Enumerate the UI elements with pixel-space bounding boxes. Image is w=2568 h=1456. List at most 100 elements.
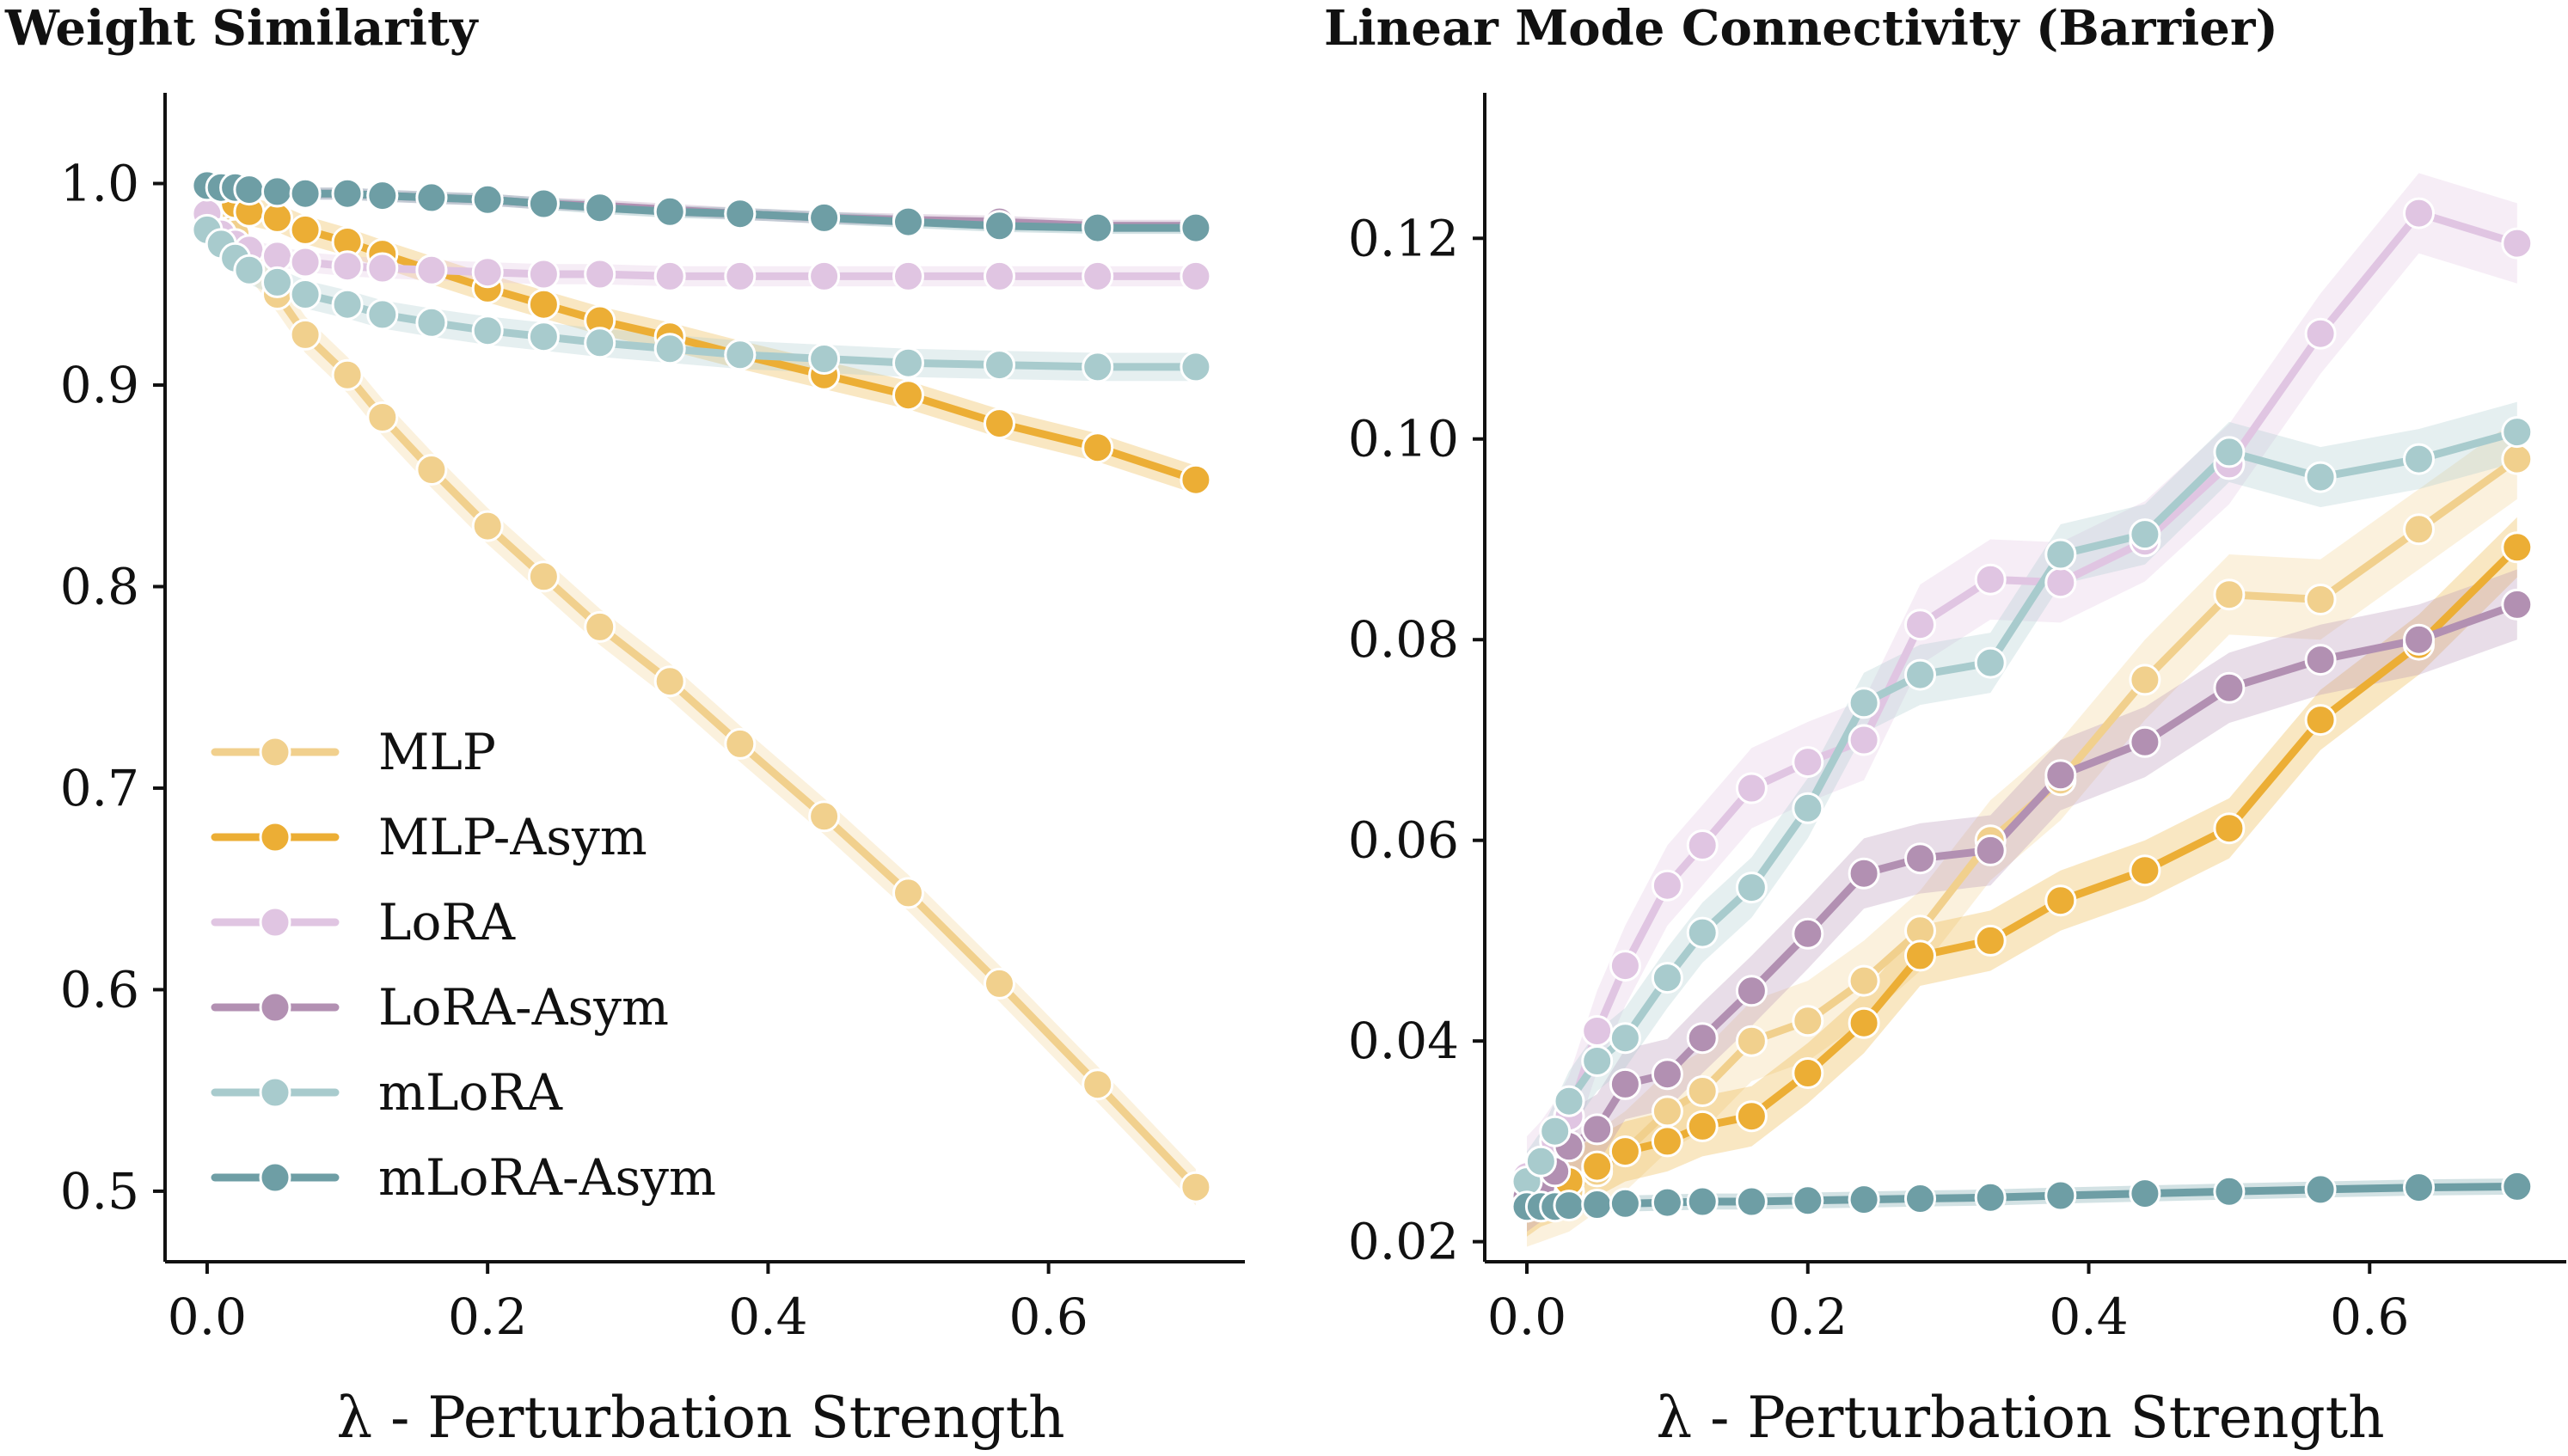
data-point-mlora-asym — [892, 205, 924, 238]
data-point-lora — [1082, 260, 1114, 292]
data-point-mlp-asym — [1180, 463, 1212, 496]
data-point-mlora-asym — [584, 192, 616, 224]
data-point-lora-asym — [1609, 1068, 1641, 1100]
data-point-mlp-asym — [289, 213, 322, 246]
data-point-mlora-asym — [653, 195, 686, 228]
band-mlora — [206, 216, 1196, 382]
y-tick-label: 0.8 — [60, 557, 139, 615]
data-point-mlora-asym — [261, 175, 293, 208]
data-point-mlora — [331, 288, 364, 321]
y-tick-label: 0.7 — [60, 759, 139, 817]
data-point-mlora — [1609, 1022, 1641, 1055]
data-point-lora — [289, 246, 322, 278]
data-point-lora-asym — [1904, 842, 1936, 875]
x-axis-label: λ - Perturbation Strength — [336, 1385, 1064, 1451]
x-tick-label: 0.2 — [448, 1288, 527, 1346]
data-point-mlora-asym — [724, 198, 757, 230]
data-point-lora — [366, 252, 399, 284]
data-point-lora-asym — [2129, 725, 2161, 758]
chart-title: Weight Similarity — [4, 0, 479, 57]
band-mlp-asym — [206, 171, 1196, 494]
data-point-mlora-asym — [289, 177, 322, 210]
data-point-mlora-asym — [415, 181, 448, 214]
data-point-mlp — [2213, 578, 2246, 611]
data-point-mlp-asym — [1792, 1057, 1824, 1089]
data-point-mlp — [1848, 964, 1880, 997]
data-point-lora — [527, 258, 560, 291]
data-point-mlora — [984, 349, 1015, 382]
data-point-mlp — [1082, 1068, 1114, 1101]
data-point-mlora — [1651, 962, 1683, 994]
legend-swatch-marker — [259, 906, 291, 939]
y-tick-label: 0.06 — [1348, 811, 1459, 870]
data-point-mlora-asym — [1082, 211, 1114, 244]
data-point-lora-asym — [1735, 975, 1768, 1007]
data-point-mlp-asym — [1686, 1110, 1719, 1142]
data-point-mlora — [527, 321, 560, 353]
weight-similarity-panel: Weight Similarity 0.0 0.2 0.4 0.6 0.5 0.6 0.7 0… — [4, 0, 1245, 1451]
data-point-lora — [471, 256, 504, 289]
data-point-lora — [261, 240, 293, 272]
data-point-mlora — [2129, 518, 2161, 551]
data-point-lora — [1180, 260, 1212, 292]
data-point-mlora-asym — [1904, 1183, 1936, 1214]
data-point-mlp — [724, 727, 757, 760]
data-point-mlp — [984, 967, 1015, 1000]
linear-mode-connectivity-panel: Linear Mode Connectivity (Barrier) 0.0 0.… — [1324, 0, 2566, 1451]
data-point-mlora — [1904, 658, 1936, 691]
data-point-mlora — [1974, 646, 2007, 679]
legend-label-lora: LoRA — [378, 893, 516, 951]
data-point-mlora-asym — [331, 177, 364, 210]
y-tick-label: 0.10 — [1348, 410, 1459, 468]
data-point-mlp — [2304, 584, 2337, 615]
data-point-mlp — [366, 401, 399, 433]
data-point-mlora-asym — [527, 187, 560, 220]
data-point-mlora — [892, 346, 924, 379]
data-point-lora-asym — [1651, 1058, 1683, 1091]
data-point-mlp-asym — [1974, 924, 2007, 957]
data-point-lora — [2304, 317, 2337, 350]
chart-title: Linear Mode Connectivity (Barrier) — [1324, 0, 2278, 57]
x-tick-label: 0.4 — [2049, 1288, 2128, 1346]
data-point-mlp-asym — [2129, 854, 2161, 887]
data-point-lora — [984, 260, 1015, 292]
y-tick-label: 1.0 — [60, 155, 139, 213]
legend-swatch-marker — [259, 821, 291, 853]
data-point-lora — [892, 260, 924, 292]
x-tick-label: 0.6 — [2330, 1288, 2409, 1346]
data-point-lora — [1904, 609, 1936, 641]
x-tick-label: 0.4 — [728, 1288, 807, 1346]
data-point-lora — [1609, 950, 1641, 982]
x-tick-label: 0.0 — [1487, 1288, 1566, 1346]
data-point-mlora — [233, 254, 266, 286]
data-point-mlp-asym — [1735, 1100, 1768, 1133]
data-point-mlora — [2501, 416, 2534, 449]
data-point-mlora — [1792, 792, 1824, 824]
data-point-lora-asym — [1792, 917, 1824, 950]
legend-label-mlp-asym: MLP-Asym — [378, 808, 647, 866]
data-point-mlp-asym — [1082, 431, 1114, 464]
data-point-mlora — [289, 278, 322, 310]
data-point-mlp — [808, 800, 841, 833]
data-point-mlp — [527, 560, 560, 593]
data-point-lora — [653, 260, 686, 292]
data-point-lora — [2501, 227, 2534, 260]
data-point-lora — [415, 254, 448, 286]
data-point-mlora-asym — [2403, 1172, 2435, 1204]
data-point-mlora — [261, 266, 293, 298]
x-tick-label: 0.6 — [1009, 1288, 1088, 1346]
legend-label-lora-asym: LoRA-Asym — [378, 978, 669, 1037]
data-point-mlora-asym — [1792, 1184, 1824, 1217]
data-point-mlp-asym — [2213, 812, 2246, 845]
data-point-lora-asym — [2044, 759, 2077, 792]
data-point-mlora — [1180, 351, 1212, 383]
data-point-mlora-asym — [2213, 1175, 2246, 1208]
data-point-lora — [2044, 566, 2077, 599]
x-tick-label: 0.2 — [1768, 1288, 1848, 1346]
data-point-mlp — [584, 610, 616, 643]
data-point-lora — [808, 260, 841, 292]
data-point-mlora-asym — [2501, 1170, 2534, 1202]
y-tick-label: 0.12 — [1348, 209, 1459, 267]
data-point-mlp — [1686, 1075, 1719, 1107]
